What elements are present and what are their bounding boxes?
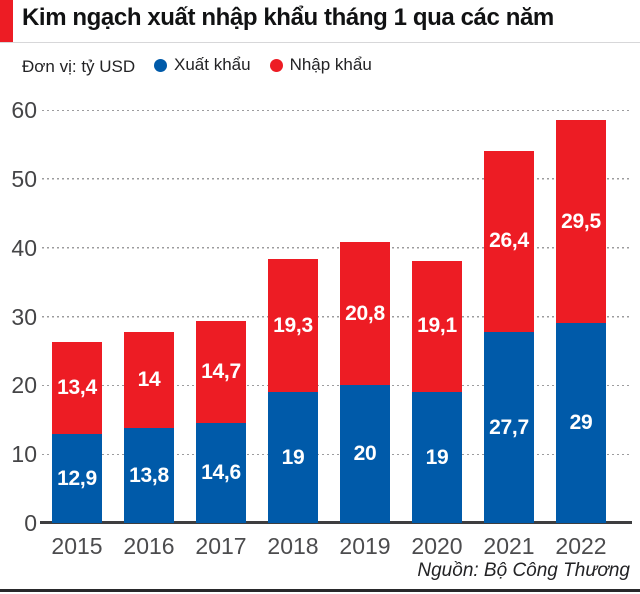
bar-2017: 14,7 14,6	[196, 321, 246, 523]
bar-value-label-export-2021: 27,7	[489, 415, 529, 439]
chart-legend: Xuất khẩu Nhập khẩu	[154, 55, 372, 75]
y-tick-label-30: 30	[11, 303, 37, 330]
gridline-20	[42, 384, 632, 387]
bar-2022: 29,5 29	[556, 120, 606, 523]
source-credit: Nguồn: Bộ Công Thương	[417, 560, 630, 581]
bar-2018: 19,3 19	[268, 259, 318, 523]
bar-segment-export-2016: 13,8	[124, 428, 174, 523]
bar-value-label-export-2018: 19	[281, 445, 305, 469]
bar-segment-export-2019: 20	[340, 385, 390, 523]
y-tick-label-60: 60	[11, 97, 37, 123]
bar-value-label-import-2015: 13,4	[57, 376, 97, 400]
legend-label-export: Xuất khẩu	[174, 55, 251, 74]
legend-item-export: Xuất khẩu	[154, 55, 251, 75]
bar-2015: 13,4 12,9	[52, 341, 102, 523]
bar-segment-export-2022: 29	[556, 323, 606, 523]
title-accent-bar	[0, 0, 13, 42]
bar-value-label-import-2019: 20,8	[345, 301, 385, 325]
bar-value-label-import-2022: 29,5	[561, 209, 601, 233]
x-tick-label-2015: 2015	[51, 533, 103, 559]
bar-segment-export-2020: 19	[412, 392, 462, 523]
bar-segment-export-2017: 14,6	[196, 422, 246, 523]
x-tick-label-2018: 2018	[267, 533, 319, 559]
x-tick-label-2017: 2017	[195, 533, 247, 559]
bar-value-label-export-2020: 19	[425, 445, 449, 469]
bar-segment-import-2017: 14,7	[196, 321, 246, 423]
bar-2021: 26,4 27,7	[484, 150, 534, 523]
bar-2019: 20,8 20	[340, 242, 390, 523]
x-tick-label-2020: 2020	[411, 533, 463, 559]
bar-value-label-export-2019: 20	[353, 442, 377, 466]
bar-segment-export-2015: 12,9	[52, 434, 102, 523]
y-tick-label-20: 20	[11, 372, 37, 399]
x-tick-label-2022: 2022	[555, 533, 607, 559]
y-tick-label-10: 10	[11, 441, 37, 468]
bar-value-label-export-2016: 13,8	[129, 463, 169, 487]
bar-value-label-export-2015: 12,9	[57, 466, 97, 490]
legend-label-import: Nhập khẩu	[289, 55, 372, 74]
gridline-40	[42, 246, 632, 249]
gridline-30	[42, 315, 632, 318]
legend-item-import: Nhập khẩu	[269, 55, 372, 75]
bar-segment-export-2021: 27,7	[484, 332, 534, 523]
bottom-border	[0, 589, 640, 592]
bar-segment-import-2020: 19,1	[412, 260, 462, 393]
bar-segment-import-2018: 19,3	[268, 259, 318, 393]
bar-segment-import-2022: 29,5	[556, 120, 606, 324]
page-title: Kim ngạch xuất nhập khẩu tháng 1 qua các…	[22, 4, 554, 31]
y-tick-label-40: 40	[11, 234, 37, 261]
bar-value-label-export-2017: 14,6	[201, 460, 241, 484]
x-axis-line	[40, 521, 632, 524]
gridline-60	[42, 109, 632, 111]
bar-segment-import-2016: 14	[124, 331, 174, 429]
unit-label: Đơn vị: tỷ USD	[22, 57, 136, 76]
bar-value-label-import-2018: 19,3	[273, 313, 313, 337]
y-tick-label-50: 50	[11, 165, 37, 192]
bar-segment-import-2021: 26,4	[484, 150, 534, 333]
y-tick-label-0: 0	[24, 510, 37, 536]
bar-2016: 14 13,8	[124, 331, 174, 523]
gridline-50	[42, 177, 632, 180]
x-axis-labels: 2015 2016 2017 2018 2019 2020 2021 2022	[0, 532, 640, 560]
bar-value-label-export-2022: 29	[569, 411, 593, 435]
bar-2020: 19,1 19	[412, 260, 462, 523]
x-tick-label-2021: 2021	[483, 533, 535, 559]
bar-segment-import-2019: 20,8	[340, 242, 390, 386]
legend-dot-import-icon	[269, 58, 283, 72]
bar-segment-export-2018: 19	[268, 392, 318, 523]
bar-value-label-import-2016: 14	[137, 367, 161, 391]
legend-dot-export-icon	[154, 58, 167, 72]
bar-value-label-import-2021: 26,4	[489, 229, 529, 253]
bar-value-label-import-2017: 14,7	[201, 359, 241, 383]
plot-area: 0 10 20 30 40 50 60 13,4 12,9 14 13,8 14,7 14,6 19,3 1…	[0, 98, 640, 535]
x-tick-label-2016: 2016	[123, 533, 175, 559]
bar-segment-import-2015: 13,4	[52, 341, 102, 435]
bar-value-label-import-2020: 19,1	[417, 314, 457, 338]
gridline-10	[42, 453, 632, 456]
x-tick-label-2019: 2019	[339, 533, 391, 559]
title-divider	[0, 42, 640, 43]
